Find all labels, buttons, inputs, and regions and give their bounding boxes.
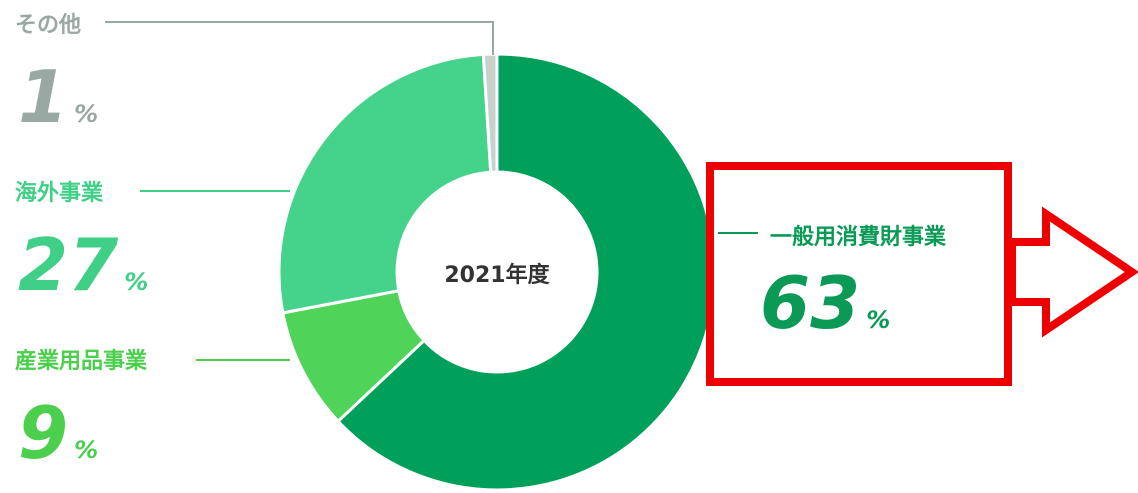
center-label: 2021年度 xyxy=(444,262,550,288)
category-label: 一般用消費財事業 xyxy=(770,224,947,250)
value-number: 63 xyxy=(760,261,860,345)
value-unit: % xyxy=(74,100,98,128)
value-number: 1 xyxy=(18,55,68,139)
value-label: 9% xyxy=(18,391,98,475)
value-number: 27 xyxy=(18,223,118,307)
value-unit: % xyxy=(124,268,148,296)
value-unit: % xyxy=(74,436,98,464)
donut xyxy=(277,52,717,492)
value-label: 27% xyxy=(18,223,148,307)
value-number: 9 xyxy=(18,391,68,475)
donut-segment xyxy=(335,52,717,492)
category-label: 海外事業 xyxy=(15,180,104,206)
value-label: 1% xyxy=(18,55,98,139)
value-unit: % xyxy=(866,306,890,334)
leader-line xyxy=(105,21,494,55)
value-label: 63% xyxy=(760,261,890,345)
arrow xyxy=(1008,206,1138,338)
category-label: その他 xyxy=(15,13,81,38)
donut-segment xyxy=(481,52,499,174)
category-label: 産業用品事業 xyxy=(15,348,148,374)
donut-segment xyxy=(277,52,493,315)
